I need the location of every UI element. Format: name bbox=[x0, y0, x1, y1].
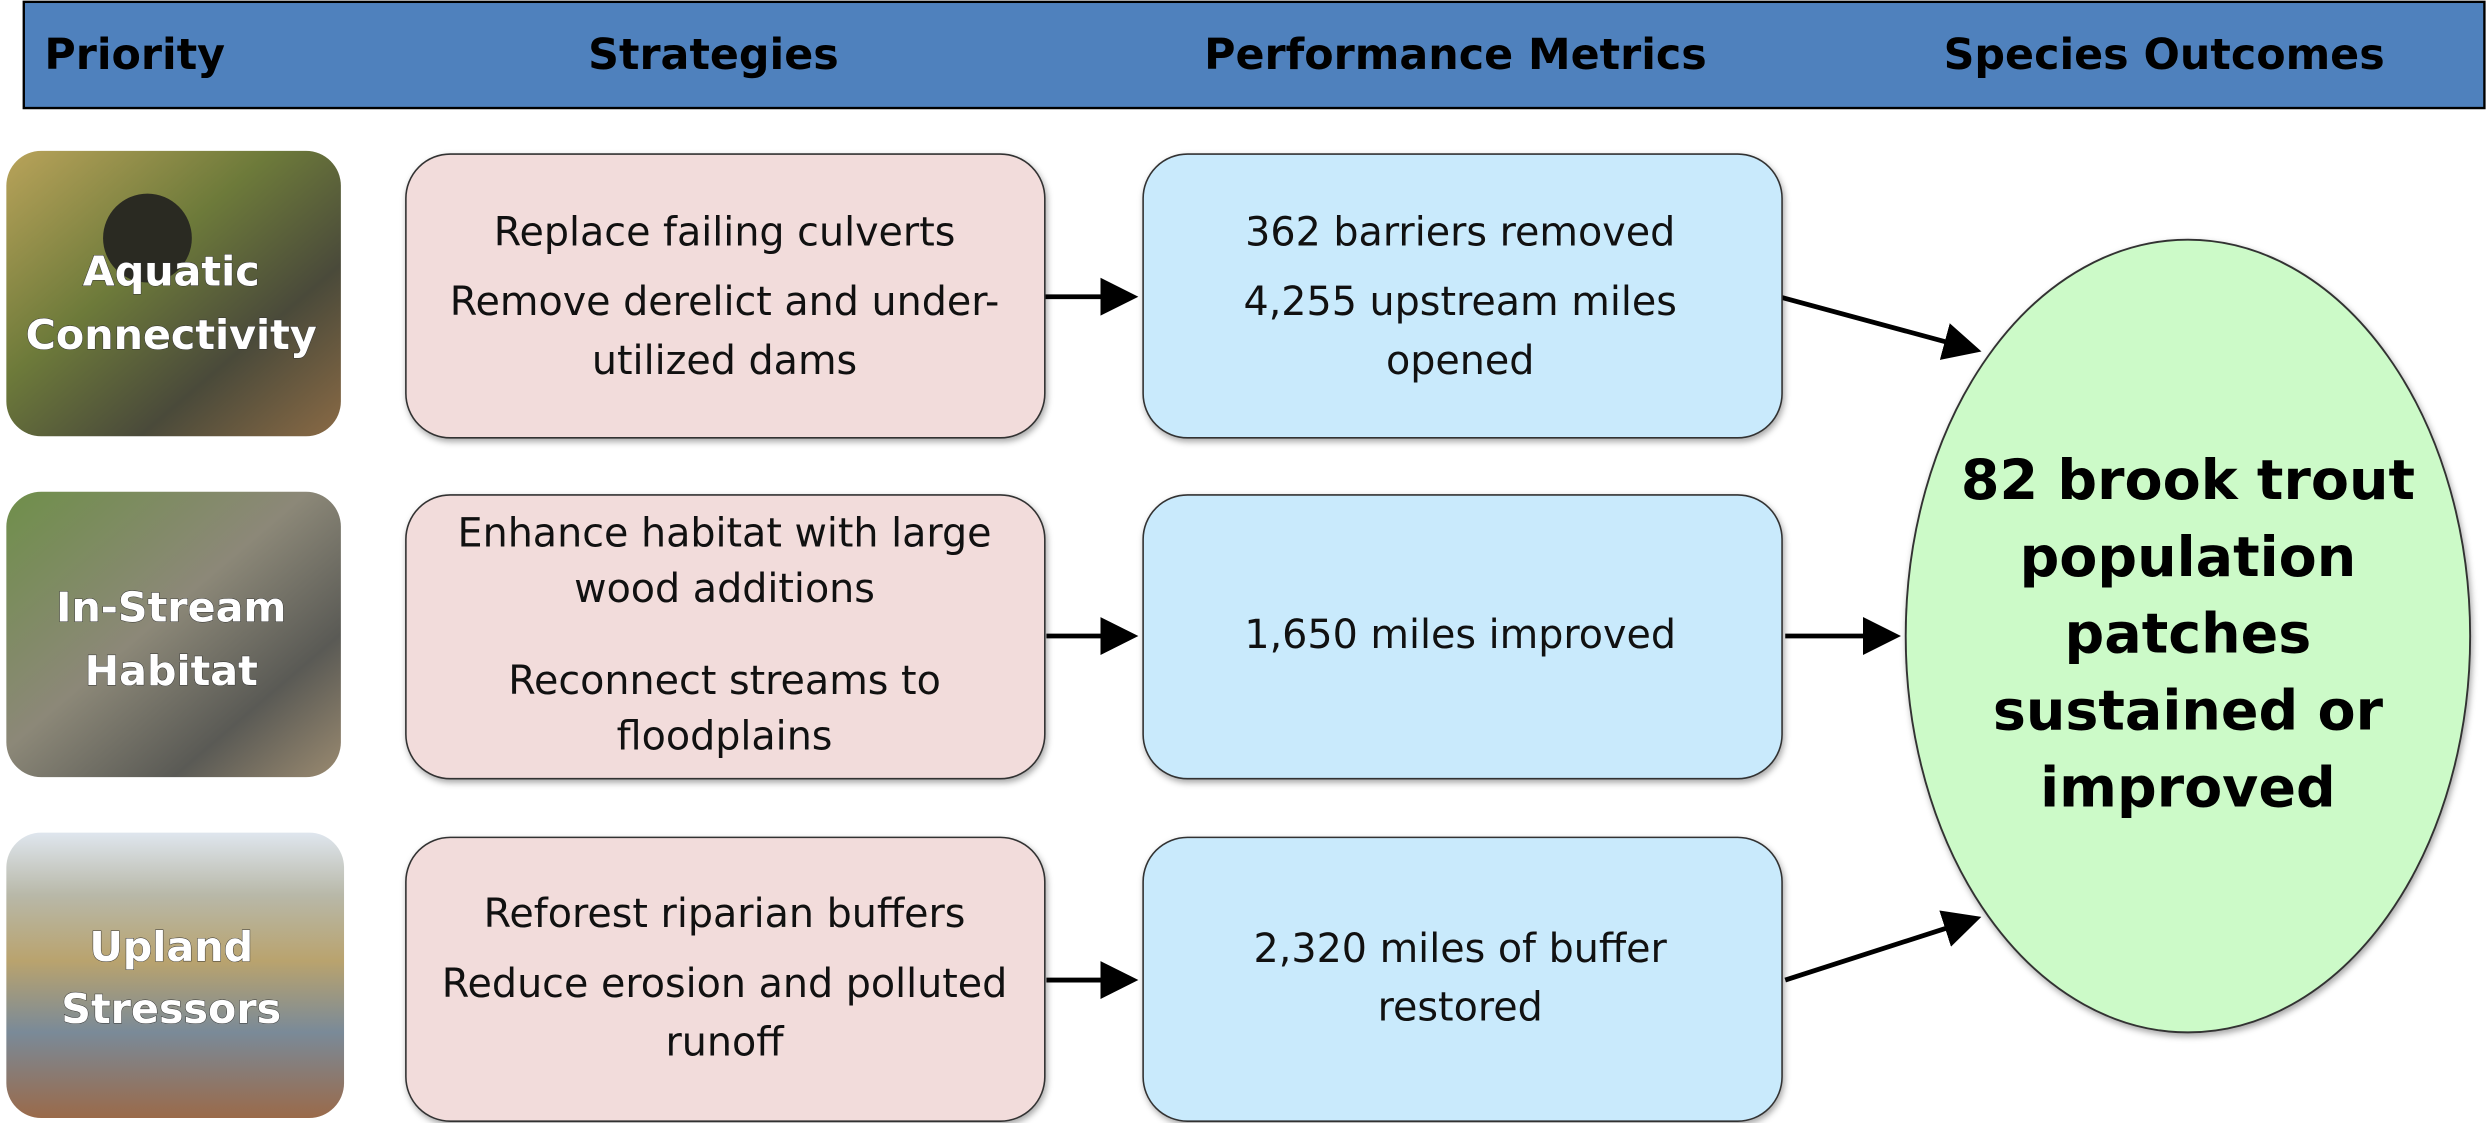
outcome-text: population bbox=[2020, 525, 2357, 590]
strategy-text: Remove derelict and under- bbox=[450, 279, 1000, 325]
strategy-text: Reconnect streams to bbox=[508, 658, 941, 704]
metric-text: restored bbox=[1378, 985, 1543, 1031]
metric-text: 1,650 miles improved bbox=[1244, 612, 1676, 658]
strategy-text: wood additions bbox=[574, 566, 875, 612]
page: {"header": {"columns": ["Priority", "Str… bbox=[0, 0, 2486, 1123]
priority-label: Stressors bbox=[61, 985, 281, 1033]
strategy-text: Replace failing culverts bbox=[494, 209, 956, 255]
priority-label: Habitat bbox=[85, 647, 258, 695]
outcome-text: 82 brook trout bbox=[1961, 448, 2415, 513]
metric-text: opened bbox=[1386, 338, 1534, 384]
priority-label: Aquatic bbox=[83, 248, 260, 296]
outcome-text: sustained or bbox=[1993, 679, 2384, 744]
priority-photo bbox=[6, 833, 344, 1118]
priority-label: Connectivity bbox=[26, 311, 317, 359]
strategy-text: floodplains bbox=[617, 714, 833, 760]
priority-photo bbox=[6, 492, 341, 777]
column-header: Performance Metrics bbox=[1204, 30, 1707, 80]
outcome-text: patches bbox=[2065, 602, 2312, 667]
metric-text: 362 barriers removed bbox=[1245, 209, 1675, 255]
strategy-text: Reduce erosion and polluted bbox=[442, 961, 1008, 1007]
arrow bbox=[1785, 920, 1972, 980]
metric-text: 2,320 miles of buffer bbox=[1254, 926, 1668, 972]
strategy-text: Enhance habitat with large bbox=[458, 511, 992, 557]
outcome-text: improved bbox=[2040, 756, 2336, 821]
strategy-text: utilized dams bbox=[592, 338, 857, 384]
strategy-text: runoff bbox=[666, 1020, 786, 1066]
column-header: Priority bbox=[44, 30, 225, 80]
strategy-text: Reforest riparian buffers bbox=[484, 891, 966, 937]
diagram: Priority Strategies Performance Metrics Spe… bbox=[0, 0, 2486, 1123]
priority-label: In-Stream bbox=[56, 584, 286, 632]
priority-label: Upland bbox=[89, 923, 253, 971]
metric-text: 4,255 upstream miles bbox=[1244, 279, 1677, 325]
column-header: Strategies bbox=[588, 30, 839, 80]
column-header: Species Outcomes bbox=[1944, 30, 2385, 80]
arrow bbox=[1779, 297, 1972, 349]
metric-box bbox=[1143, 837, 1782, 1121]
